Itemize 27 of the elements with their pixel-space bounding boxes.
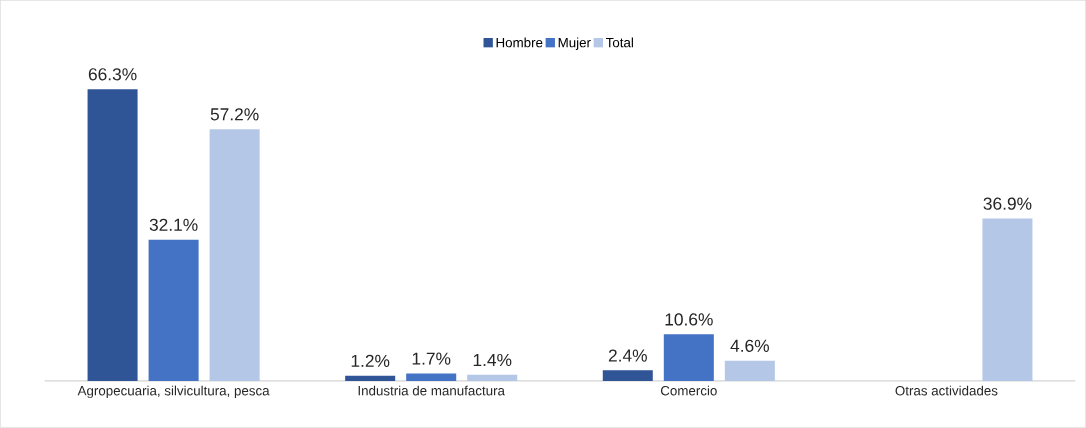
bar: [982, 218, 1033, 382]
x-tick-label: Otras actividades: [895, 385, 998, 396]
bar: [602, 370, 653, 382]
legend-label: Mujer: [558, 37, 591, 51]
x-tick-label: Agropecuaria, silvicultura, pesca: [77, 385, 270, 399]
data-label: 4.6%: [730, 339, 769, 353]
bar: [87, 89, 138, 382]
data-label: 1.7%: [412, 352, 451, 365]
legend-label: Hombre: [496, 37, 543, 48]
data-label: 2.4%: [608, 349, 647, 362]
bar: [467, 374, 518, 382]
legend-label: Total: [605, 37, 633, 48]
bar: [345, 375, 396, 382]
data-label: 66.3%: [88, 68, 137, 81]
bar: [209, 129, 260, 382]
bar: [724, 360, 775, 382]
bar: [406, 373, 457, 382]
bar: [148, 239, 199, 382]
data-label: 32.1%: [149, 218, 198, 232]
bar: [663, 334, 714, 382]
x-tick-label: Comercio: [660, 385, 717, 396]
x-tick-label: Industria de manufactura: [358, 385, 505, 396]
data-label: 1.4%: [473, 354, 512, 367]
data-label: 57.2%: [210, 108, 259, 121]
data-label: 36.9%: [983, 197, 1032, 210]
data-label: 1.2%: [351, 354, 390, 368]
data-label: 10.6%: [665, 313, 713, 326]
